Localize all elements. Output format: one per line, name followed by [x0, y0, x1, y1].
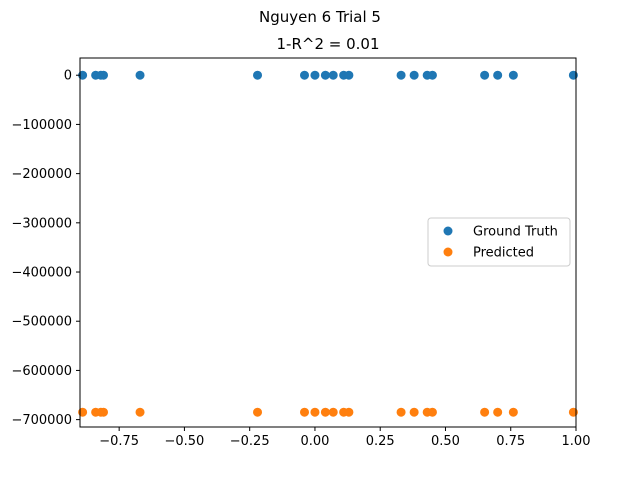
- data-point: [135, 70, 145, 80]
- data-point: [409, 407, 419, 417]
- plot-area: [78, 70, 578, 417]
- data-point: [253, 70, 263, 80]
- y-tick-label: −100000: [11, 118, 72, 133]
- axes: −0.75 −0.50 −0.25 0.00 0.25 0.50 0.75 1.00 0 −100…: [11, 57, 591, 449]
- series-ground-truth: [78, 70, 578, 80]
- legend-marker-ground-truth: [443, 226, 453, 236]
- x-tick-label: −0.50: [164, 434, 204, 449]
- x-tick-label: −0.25: [230, 434, 270, 449]
- data-point: [427, 70, 437, 80]
- data-point: [427, 407, 437, 417]
- data-point: [98, 70, 108, 80]
- y-tick-label: −300000: [11, 216, 72, 231]
- data-point: [328, 70, 338, 80]
- data-point: [253, 407, 263, 417]
- data-point: [409, 70, 419, 80]
- x-tick-label: 0.75: [496, 434, 525, 449]
- legend-marker-predicted: [443, 247, 453, 257]
- data-point: [310, 407, 320, 417]
- data-point: [320, 70, 330, 80]
- data-point: [328, 407, 338, 417]
- y-tick-label: −600000: [11, 364, 72, 379]
- y-tick-label: −500000: [11, 315, 72, 330]
- data-point: [135, 407, 145, 417]
- data-point: [493, 70, 503, 80]
- y-tick-label: −200000: [11, 167, 72, 182]
- legend-label-ground-truth: Ground Truth: [473, 225, 558, 240]
- x-tick-label: 0.25: [366, 434, 395, 449]
- data-point: [396, 407, 406, 417]
- y-tick-label: 0: [64, 69, 72, 84]
- data-point: [480, 70, 490, 80]
- axes-frame: [79, 57, 577, 428]
- data-point: [78, 407, 88, 417]
- data-point: [300, 407, 310, 417]
- data-point: [508, 70, 518, 80]
- data-point: [344, 407, 354, 417]
- x-tick-label: −0.75: [99, 434, 139, 449]
- legend-label-predicted: Predicted: [473, 246, 534, 261]
- x-tick-label: 0.50: [431, 434, 460, 449]
- data-point: [568, 70, 578, 80]
- x-tick-label: 0.00: [300, 434, 329, 449]
- data-point: [568, 407, 578, 417]
- data-point: [320, 407, 330, 417]
- data-point: [344, 70, 354, 80]
- data-point: [98, 407, 108, 417]
- x-tick-label: 1.00: [562, 434, 591, 449]
- legend-box: [427, 217, 571, 267]
- data-point: [493, 407, 503, 417]
- data-point: [480, 407, 490, 417]
- data-point: [300, 70, 310, 80]
- data-point: [310, 70, 320, 80]
- data-point: [396, 70, 406, 80]
- chart-title: 1-R^2 = 0.01: [277, 35, 380, 53]
- chart-suptitle: Nguyen 6 Trial 5: [259, 8, 381, 26]
- legend: Ground Truth Predicted: [427, 217, 571, 267]
- y-tick-label: −400000: [11, 266, 72, 281]
- y-tick-label: −700000: [11, 413, 72, 428]
- series-predicted: [78, 407, 578, 417]
- data-point: [508, 407, 518, 417]
